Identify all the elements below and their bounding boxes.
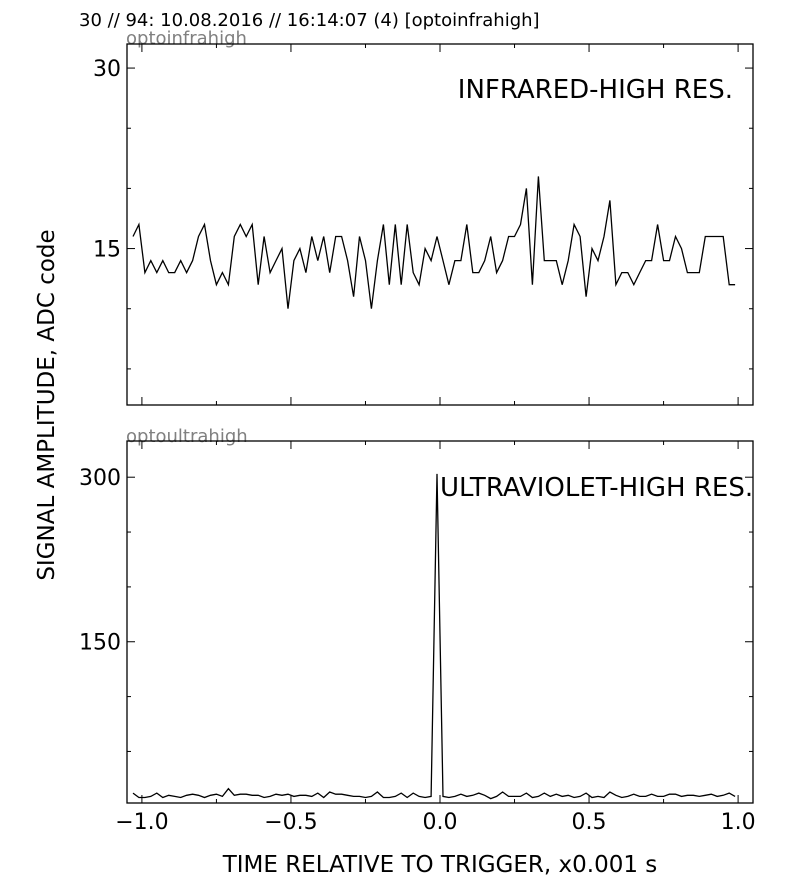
x-axis-label: TIME RELATIVE TO TRIGGER, x0.001 s — [222, 852, 658, 878]
plot-area-ultraviolet: −1.0 −0.5 0.0 0.5 1.0 150 300 — [79, 441, 756, 835]
y-tick-label: 30 — [93, 57, 121, 82]
panel-label-infrared: optoinfrahigh — [126, 28, 247, 49]
y-tick-label: 15 — [93, 238, 121, 263]
signal-trace-ultraviolet — [132, 473, 736, 800]
x-tick-label: 0.0 — [423, 810, 458, 835]
y-tick-label: 300 — [79, 466, 121, 491]
x-tick-label: 0.5 — [572, 810, 607, 835]
x-tick-label: −1.0 — [115, 810, 168, 835]
panel-label-ultraviolet: optoultrahigh — [126, 426, 248, 447]
signal-trace-infrared — [132, 176, 736, 309]
panel-title-ultraviolet: ULTRAVIOLET-HIGH RES. — [440, 473, 753, 503]
figure-header: 30 // 94: 10.08.2016 // 16:14:07 (4) [op… — [79, 10, 540, 31]
y-axis-label: SIGNAL AMPLITUDE, ADC code — [34, 229, 60, 580]
x-tick-label: −0.5 — [264, 810, 317, 835]
x-tick-label: 1.0 — [721, 810, 756, 835]
y-tick-label: 150 — [79, 631, 121, 656]
panel-title-infrared: INFRARED-HIGH RES. — [458, 75, 733, 105]
